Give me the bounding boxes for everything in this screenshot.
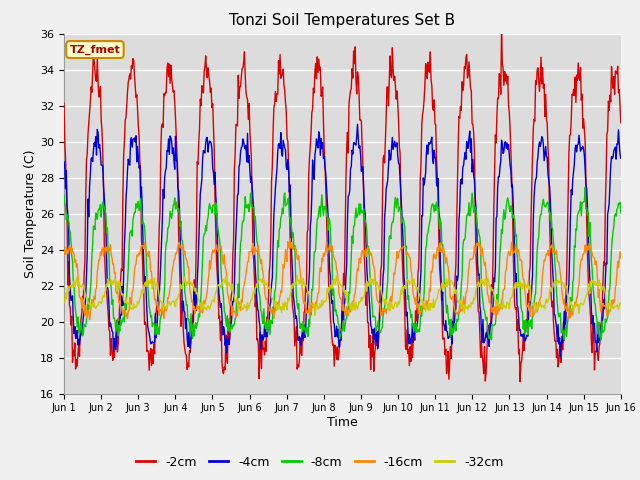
-8cm	[410, 321, 418, 326]
-32cm	[127, 305, 135, 311]
Y-axis label: Soil Temperature (C): Soil Temperature (C)	[24, 149, 37, 278]
-4cm	[214, 234, 221, 240]
-4cm	[557, 354, 564, 360]
-2cm	[498, 27, 506, 33]
-16cm	[286, 236, 294, 241]
-16cm	[412, 301, 419, 307]
Line: -2cm: -2cm	[64, 30, 621, 382]
-8cm	[597, 337, 605, 343]
Line: -32cm: -32cm	[64, 276, 621, 315]
-32cm	[617, 301, 625, 307]
-32cm	[214, 283, 221, 289]
-2cm	[410, 330, 418, 336]
-4cm	[617, 156, 625, 161]
-2cm	[516, 379, 524, 384]
-16cm	[60, 252, 68, 257]
-4cm	[411, 328, 419, 334]
Legend: -2cm, -4cm, -8cm, -16cm, -32cm: -2cm, -4cm, -8cm, -16cm, -32cm	[131, 451, 509, 474]
-8cm	[127, 228, 135, 233]
-16cm	[428, 270, 436, 276]
-32cm	[60, 299, 68, 304]
-4cm	[127, 135, 135, 141]
Line: -16cm: -16cm	[64, 239, 621, 320]
-4cm	[184, 344, 192, 349]
-8cm	[581, 184, 589, 190]
-32cm	[412, 283, 419, 288]
-16cm	[128, 289, 136, 295]
-2cm	[214, 274, 221, 279]
Line: -4cm: -4cm	[64, 124, 621, 357]
-16cm	[86, 317, 93, 323]
-32cm	[70, 278, 78, 284]
-2cm	[127, 63, 135, 69]
-16cm	[185, 264, 193, 270]
-8cm	[426, 216, 434, 222]
-8cm	[60, 192, 68, 198]
-4cm	[70, 331, 78, 336]
-4cm	[428, 138, 435, 144]
-4cm	[354, 121, 362, 127]
-2cm	[70, 353, 78, 359]
-8cm	[214, 220, 221, 226]
X-axis label: Time: Time	[327, 416, 358, 429]
-16cm	[70, 252, 78, 257]
-32cm	[184, 281, 192, 287]
-32cm	[311, 312, 319, 318]
-32cm	[293, 273, 301, 278]
-2cm	[617, 120, 625, 126]
Line: -8cm: -8cm	[64, 187, 621, 340]
-32cm	[428, 302, 436, 308]
Title: Tonzi Soil Temperatures Set B: Tonzi Soil Temperatures Set B	[229, 13, 456, 28]
-2cm	[426, 49, 434, 55]
-2cm	[184, 360, 192, 366]
-8cm	[184, 317, 192, 323]
-2cm	[60, 100, 68, 106]
-16cm	[214, 249, 222, 254]
-8cm	[70, 283, 78, 289]
-8cm	[617, 210, 625, 216]
-16cm	[617, 255, 625, 261]
-4cm	[60, 159, 68, 165]
Text: TZ_fmet: TZ_fmet	[70, 44, 120, 55]
